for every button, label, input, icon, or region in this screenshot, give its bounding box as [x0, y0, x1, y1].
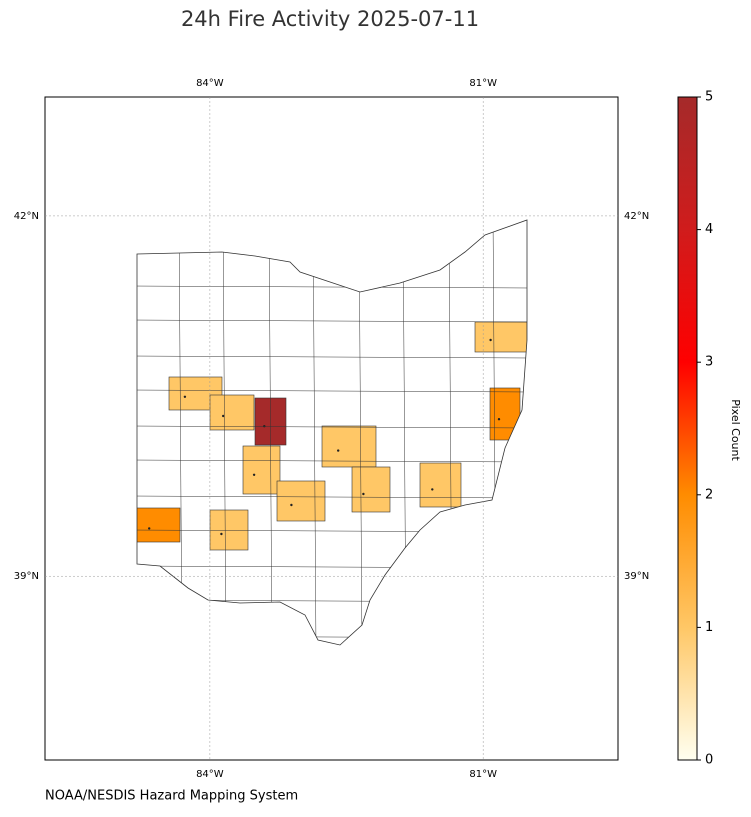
county-border [312, 220, 317, 645]
colorbar-label: Pixel Count [729, 399, 742, 461]
fire-point [148, 527, 151, 530]
lat-label: 39°N [624, 571, 649, 582]
fire-point [337, 449, 340, 452]
colorbar-tick-label: 2 [705, 487, 713, 502]
fire-point [252, 473, 256, 476]
county-fire [242, 445, 281, 495]
lon-label: 84°W [196, 78, 224, 89]
county-fire [276, 480, 326, 522]
county-fire [321, 425, 377, 468]
county-border [137, 355, 527, 359]
county-border [222, 220, 227, 645]
fire-point [431, 488, 434, 491]
fire-point [220, 532, 223, 536]
county-border [137, 495, 527, 499]
county-fire [209, 509, 249, 551]
county-border [137, 459, 527, 463]
county-fire [419, 462, 462, 508]
colorbar-tick-label: 3 [705, 355, 713, 370]
fire-point [222, 414, 225, 418]
county-fire [351, 466, 391, 513]
county-fire [137, 507, 181, 543]
county-fire [474, 321, 527, 353]
county-border [137, 389, 527, 393]
fire-point [489, 338, 492, 342]
colorbar-tick-label: 0 [705, 753, 713, 768]
map-title: 24h Fire Activity 2025-07-11 [181, 7, 479, 31]
fire-point [497, 418, 501, 421]
fire-point [290, 503, 293, 507]
lat-label: 39°N [14, 571, 39, 582]
county-border [137, 285, 527, 289]
colorbar-tick-label: 4 [705, 222, 713, 237]
county-border [178, 220, 183, 645]
fire-point [183, 395, 187, 398]
county-fire [209, 394, 255, 431]
lon-label: 84°W [196, 769, 224, 780]
state-outline [136, 219, 528, 646]
lat-label: 42°N [14, 211, 39, 222]
colorbar [677, 96, 698, 761]
lon-label: 81°W [469, 769, 497, 780]
lat-label: 42°N [624, 211, 649, 222]
fire-point [263, 425, 266, 428]
lon-label: 81°W [469, 78, 497, 89]
source-note: NOAA/NESDIS Hazard Mapping System [45, 789, 298, 804]
county-border [268, 220, 273, 645]
fire-point [362, 492, 365, 496]
colorbar-tick-label: 1 [705, 620, 713, 635]
county-border [137, 425, 527, 429]
colorbar-tick-label: 5 [705, 90, 713, 105]
county-border [137, 319, 527, 323]
